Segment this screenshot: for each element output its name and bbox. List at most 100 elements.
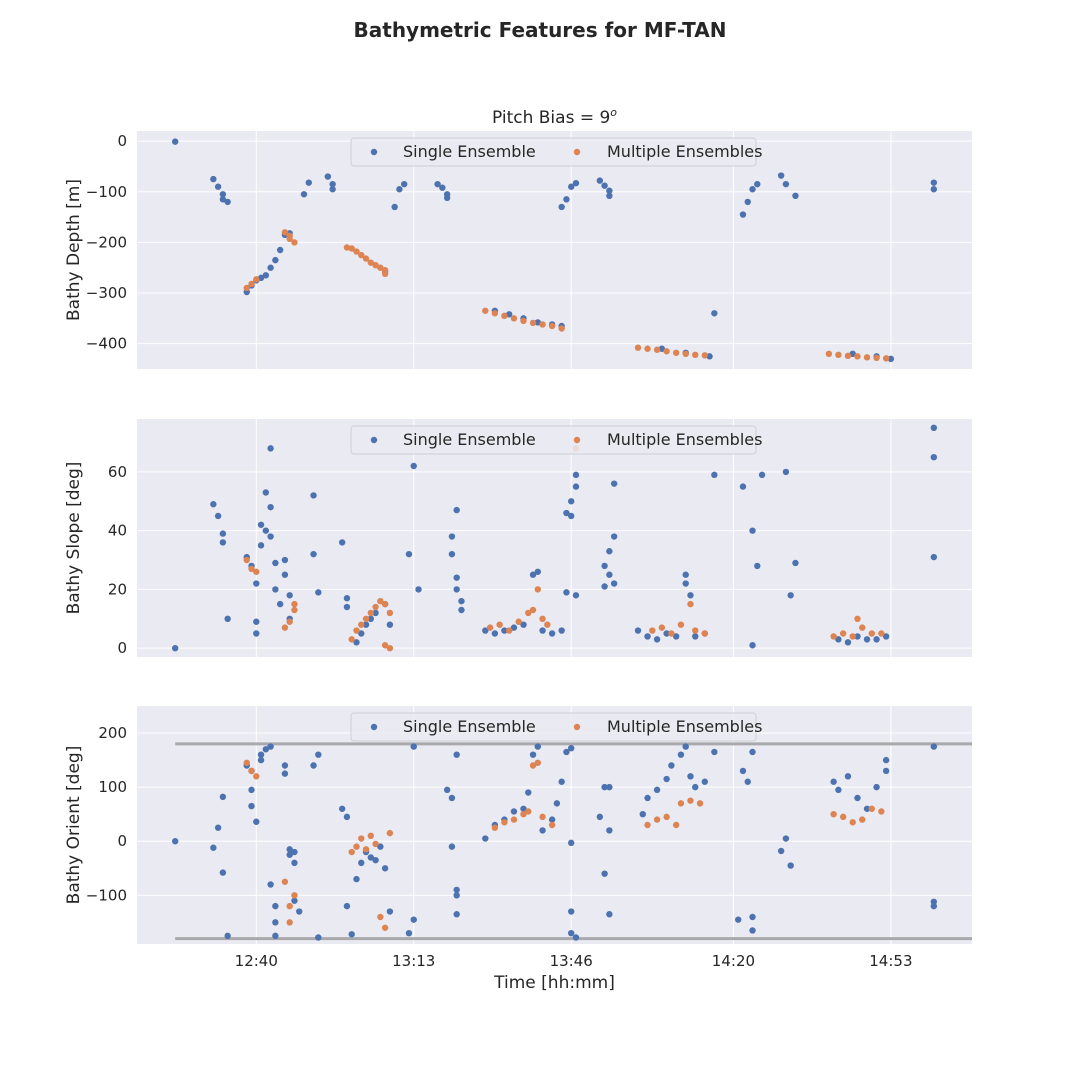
data-point <box>672 349 680 356</box>
data-point <box>754 562 761 570</box>
panel-1: 0 −100 −200 −300 −400 Single Ensemble Multiple… <box>64 106 972 369</box>
data-point <box>353 875 360 883</box>
data-point <box>782 835 790 842</box>
data-point <box>534 568 541 575</box>
data-point <box>649 627 656 634</box>
data-point <box>682 580 689 587</box>
data-point <box>291 897 298 904</box>
y-tick-label: −400 <box>86 335 127 353</box>
data-point <box>520 805 527 812</box>
data-point <box>410 743 417 750</box>
data-point <box>405 550 413 558</box>
x-tick-label: 14:53 <box>869 952 912 970</box>
data-point <box>267 743 274 750</box>
data-point <box>687 797 694 804</box>
data-point <box>267 881 274 888</box>
data-point <box>711 748 718 756</box>
data-point <box>367 259 374 266</box>
data-point <box>510 816 518 823</box>
data-point <box>930 424 938 432</box>
data-point <box>663 348 670 355</box>
data-point <box>739 211 747 218</box>
data-point <box>601 583 608 590</box>
data-point <box>930 186 938 193</box>
data-point <box>434 180 441 188</box>
y-axis-label: Bathy Depth [m] <box>64 179 84 321</box>
data-point <box>744 198 751 206</box>
data-point <box>482 307 489 314</box>
data-point <box>668 762 675 769</box>
data-point <box>286 851 293 858</box>
data-point <box>281 571 289 578</box>
data-point <box>529 606 537 614</box>
y-tick-label: 200 <box>98 724 127 742</box>
data-point <box>267 264 274 271</box>
data-point <box>548 630 556 637</box>
data-point <box>214 512 222 520</box>
legend-marker-multiple <box>573 436 581 444</box>
data-point <box>453 886 460 894</box>
data-point <box>692 783 699 791</box>
data-point <box>548 821 556 829</box>
data-point <box>677 621 685 628</box>
series-single-ensemble <box>171 424 938 652</box>
data-point <box>568 744 575 752</box>
data-point <box>453 751 460 758</box>
data-point <box>882 756 890 764</box>
data-point <box>606 548 613 555</box>
data-point <box>644 633 651 640</box>
data-point <box>348 931 355 938</box>
data-point <box>873 636 880 643</box>
data-point <box>863 805 871 812</box>
data-point <box>281 556 289 564</box>
data-point <box>315 751 322 758</box>
data-point <box>610 580 618 587</box>
data-point <box>692 633 699 640</box>
data-point <box>362 621 370 628</box>
data-point <box>396 186 403 193</box>
data-point <box>377 597 384 605</box>
data-point <box>491 824 499 831</box>
data-point <box>377 913 384 921</box>
legend-box <box>350 425 757 455</box>
legend-box <box>350 712 757 742</box>
legend-label-multiple: Multiple Ensembles <box>607 430 762 449</box>
data-point <box>329 186 336 193</box>
data-point <box>863 354 871 361</box>
subplot-title-superscript: o <box>610 106 617 119</box>
data-point <box>854 615 861 623</box>
data-point <box>310 550 317 558</box>
data-point <box>267 445 274 452</box>
data-point <box>878 630 885 637</box>
legend-marker-multiple <box>573 148 581 156</box>
data-point <box>529 762 537 769</box>
data-point <box>930 902 938 910</box>
data-point <box>338 805 346 812</box>
data-point <box>219 196 227 203</box>
data-point <box>224 198 231 206</box>
data-point <box>286 592 293 599</box>
data-point <box>367 609 374 617</box>
data-point <box>739 483 747 490</box>
data-point <box>835 636 842 643</box>
data-point <box>548 322 556 330</box>
data-point <box>272 902 279 910</box>
data-point <box>281 770 289 777</box>
data-point <box>324 173 332 180</box>
data-point <box>644 345 651 352</box>
data-point <box>348 636 355 643</box>
data-point <box>539 627 546 634</box>
data-point <box>243 556 250 564</box>
data-point <box>572 592 580 599</box>
data-point <box>381 642 389 649</box>
data-point <box>606 187 613 194</box>
data-point <box>701 778 708 785</box>
data-point <box>830 810 837 818</box>
data-point <box>381 924 389 931</box>
data-point <box>501 627 508 634</box>
data-point <box>754 180 761 188</box>
data-point <box>386 644 394 652</box>
data-point <box>696 800 704 807</box>
data-point <box>572 934 580 941</box>
data-point <box>348 848 355 856</box>
